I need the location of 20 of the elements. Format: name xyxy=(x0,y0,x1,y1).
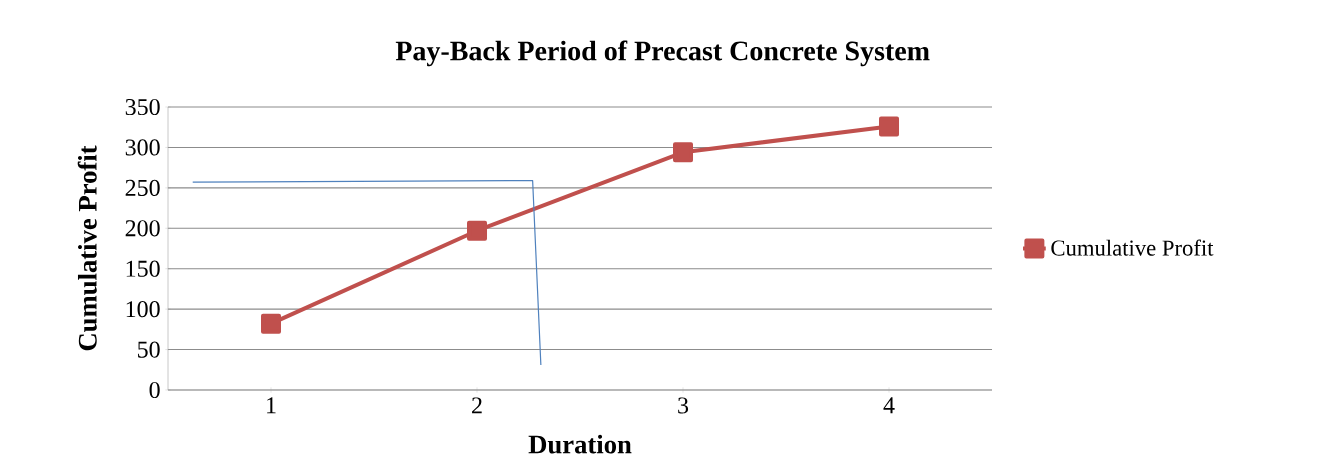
x-axis-title: Duration xyxy=(528,434,632,454)
point xyxy=(467,220,488,241)
x-tick-label: 3 xyxy=(678,397,689,414)
y-tick-label: 300 xyxy=(125,139,160,156)
y-tick-label: 350 xyxy=(125,98,160,116)
legend-label: Cumulative Profit xyxy=(1051,239,1214,256)
point xyxy=(261,313,281,334)
y-tick-label: 200 xyxy=(125,220,160,237)
y-tick-label: 250 xyxy=(125,179,160,196)
point xyxy=(673,142,694,163)
x-tick-label: 4 xyxy=(883,397,895,414)
point xyxy=(879,116,900,137)
y-tick-label: 150 xyxy=(126,260,160,277)
y-axis-title: Cumulative Profit xyxy=(77,145,97,351)
x-tick-label: 2 xyxy=(472,397,482,414)
y-tick-label: 100 xyxy=(126,301,160,318)
chart-title: Pay-Back Period of Precast Concrete System xyxy=(395,40,930,67)
x-tick-label: 1 xyxy=(267,397,276,414)
y-tick-label: 50 xyxy=(138,341,160,358)
y-tick-label: 0 xyxy=(149,381,160,399)
